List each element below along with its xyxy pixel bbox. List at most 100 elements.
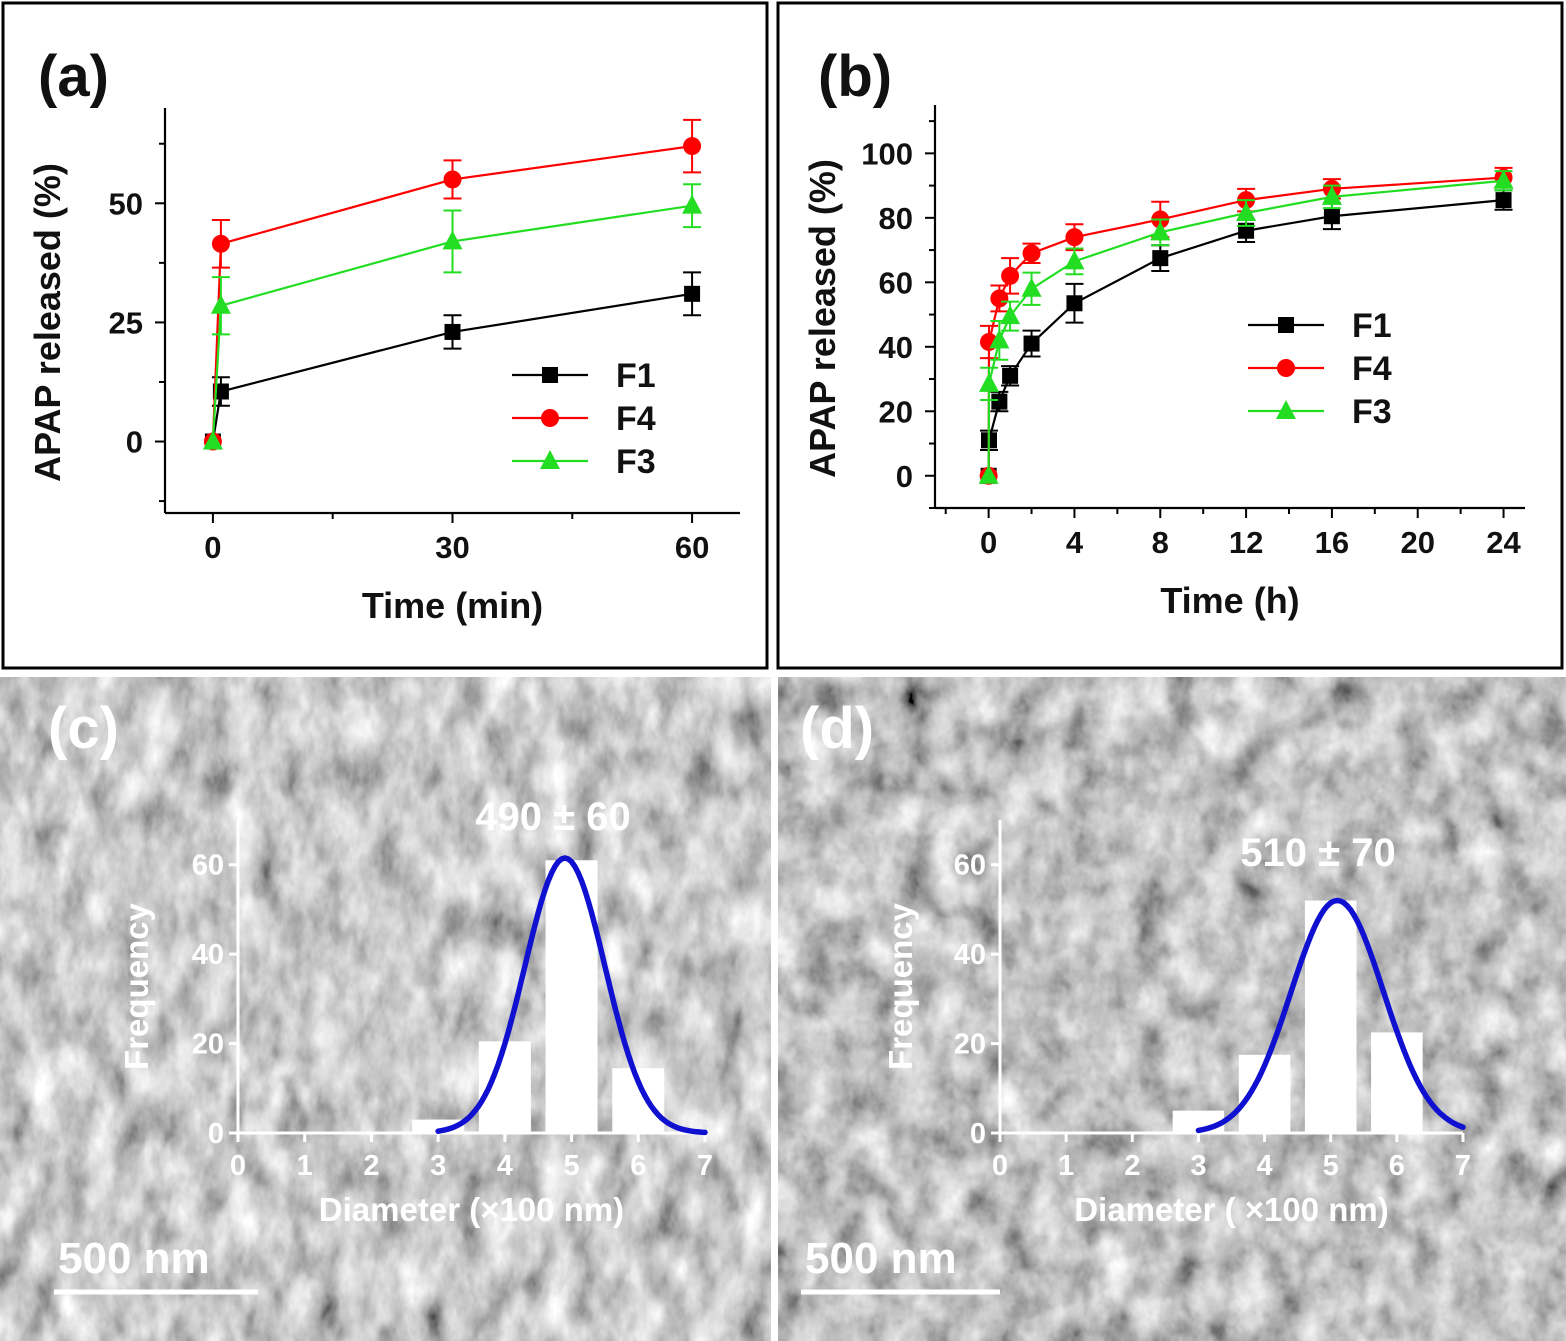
panel-b-y-tick-label: 60 — [879, 265, 913, 300]
panel-d-bar — [1371, 1032, 1423, 1133]
panel-b-point-F1 — [1152, 250, 1169, 267]
panel-b-label: (b) — [818, 44, 892, 109]
panel-c-y-tick-label: 20 — [192, 1029, 224, 1061]
panel-b-point-F3 — [978, 464, 999, 484]
panel-b-point-F3 — [989, 329, 1010, 349]
panel-a-frame — [1, 1, 769, 670]
panel-a-point-F1 — [684, 285, 701, 302]
panel-c-x-tick-label: 7 — [697, 1150, 713, 1182]
panel-d: (d) 0 1 2 3 4 5 6 7 0 20 40 60 Diameter ( ×100 nm) Fre… — [800, 696, 1471, 1295]
panel-a-point-F4 — [443, 170, 462, 189]
panel-b-x-tick-label: 4 — [1066, 525, 1084, 560]
panel-c-x-tick-label: 2 — [363, 1150, 379, 1182]
panel-d-y-tick-label: 0 — [970, 1118, 986, 1150]
panel-b-y-tick-label: 20 — [879, 394, 913, 429]
panel-a-y-tick-label: 25 — [109, 305, 143, 340]
panel-b-point-F1 — [1323, 208, 1340, 225]
panel-b-point-F3 — [1000, 305, 1021, 325]
panel-a-legend-label-F3: F3 — [616, 443, 656, 481]
panel-b: (b) 0 4 8 12 16 20 24 0 20 40 60 80 100 Time (h) APAP r… — [802, 44, 1525, 621]
panel-d-x-tick-label: 3 — [1190, 1150, 1206, 1182]
panel-d-gaussian-fit-curve — [1195, 897, 1466, 1134]
panel-b-point-F3 — [1064, 250, 1085, 270]
panel-b-point-F3 — [1150, 221, 1171, 241]
panel-a-point-F4 — [683, 137, 702, 156]
panel-c-y-tick-label: 60 — [192, 850, 224, 882]
panel-b-point-F1 — [991, 393, 1008, 410]
panel-b-legend-label-F3: F3 — [1352, 393, 1392, 431]
panel-b-point-F3 — [1321, 185, 1342, 205]
panel-b-y-tick-label: 100 — [861, 136, 913, 171]
panel-b-x-tick-label: 0 — [980, 525, 997, 560]
panel-a-legend-marker-F4 — [541, 409, 559, 427]
panel-c-gaussian-fit-curve — [435, 855, 708, 1136]
panel-c: (c) 0 1 2 3 4 5 6 7 0 20 40 60 Diameter (×100 nm) Freq… — [48, 696, 713, 1295]
panel-c-x-tick-label: 3 — [430, 1150, 446, 1182]
panel-a-series-line-F1 — [211, 292, 693, 442]
panel-d-x-tick-label: 6 — [1389, 1150, 1405, 1182]
panel-a-series-line-F3 — [211, 204, 693, 442]
panel-d-scale-bar-label: 500 nm — [805, 1234, 957, 1283]
panel-b-legend-label-F1: F1 — [1352, 307, 1392, 345]
panel-a-point-F3 — [210, 294, 231, 314]
panel-b-point-F1 — [1023, 335, 1040, 352]
panel-a-legend-label-F1: F1 — [616, 357, 656, 395]
panel-d-label: (d) — [800, 696, 874, 761]
panel-b-point-F1 — [1066, 295, 1083, 312]
panel-d-y-tick-label: 20 — [954, 1029, 986, 1061]
panel-d-y-tick-label: 60 — [954, 850, 986, 882]
panel-c-x-tick-label: 6 — [630, 1150, 646, 1182]
panel-a-x-tick-label: 60 — [675, 530, 709, 565]
panel-b-y-tick-label: 40 — [879, 330, 913, 365]
panel-d-x-tick-label: 7 — [1455, 1150, 1471, 1182]
panel-a-legend-marker-F1 — [542, 367, 558, 383]
panel-a: (a) 0 30 60 0 25 50 Time (min) APAP released (%)… — [27, 44, 740, 626]
panel-b-y-axis-label: APAP released (%) — [802, 159, 843, 478]
panel-b-legend-marker-F3 — [1276, 400, 1296, 419]
panel-b-x-tick-label: 16 — [1315, 525, 1349, 560]
panel-a-x-tick-label: 30 — [435, 530, 469, 565]
panel-a-y-tick-label: 0 — [126, 425, 143, 460]
panel-d-y-axis-label: Frequency — [882, 902, 919, 1070]
panel-c-x-tick-label: 4 — [497, 1150, 513, 1182]
panel-b-point-F4 — [1065, 228, 1084, 247]
panel-b-y-tick-label: 0 — [896, 459, 913, 494]
panel-b-point-F3 — [1021, 277, 1042, 297]
panel-a-legend-marker-F3 — [540, 450, 560, 469]
panel-a-legend-label-F4: F4 — [616, 400, 656, 438]
panel-b-x-tick-label: 24 — [1486, 525, 1521, 560]
panel-a-point-F4 — [211, 234, 230, 253]
panel-b-x-tick-label: 12 — [1229, 525, 1263, 560]
panel-d-x-tick-label: 5 — [1323, 1150, 1339, 1182]
panel-a-y-tick-label: 50 — [109, 186, 143, 221]
panel-b-legend-label-F4: F4 — [1352, 350, 1392, 388]
panel-a-point-F3 — [202, 430, 223, 450]
panel-d-x-tick-label: 1 — [1058, 1150, 1074, 1182]
panel-a-point-F1 — [444, 323, 461, 340]
panel-a-label: (a) — [38, 44, 109, 109]
panel-d-x-tick-label: 0 — [992, 1150, 1008, 1182]
panel-c-x-axis-label: Diameter (×100 nm) — [319, 1191, 624, 1228]
panel-b-x-tick-label: 20 — [1400, 525, 1434, 560]
panel-b-series-line-F1 — [987, 199, 1504, 476]
panel-b-y-tick-label: 80 — [879, 201, 913, 236]
panel-a-x-axis-label: Time (min) — [362, 585, 543, 626]
panel-b-point-F4 — [1001, 266, 1020, 285]
panel-b-point-F1 — [1495, 192, 1512, 209]
panel-d-x-tick-label: 4 — [1257, 1150, 1273, 1182]
panel-b-point-F3 — [1493, 169, 1514, 189]
panel-d-x-tick-label: 2 — [1124, 1150, 1140, 1182]
panel-a-x-tick-label: 0 — [204, 530, 221, 565]
panel-b-x-axis-label: Time (h) — [1160, 580, 1299, 621]
panel-b-series-line-F3 — [987, 179, 1504, 476]
panel-b-point-F4 — [990, 289, 1009, 308]
panel-d-x-axis-label: Diameter ( ×100 nm) — [1074, 1191, 1389, 1228]
panel-a-y-axis-label: APAP released (%) — [27, 163, 68, 482]
panel-c-scale-bar-label: 500 nm — [58, 1234, 210, 1283]
panel-b-x-tick-label: 8 — [1152, 525, 1169, 560]
panel-b-point-F1 — [1002, 367, 1019, 384]
panel-d-bar — [1304, 900, 1357, 1133]
panel-c-annotation: 490 ± 60 — [475, 795, 630, 839]
panel-d-y-tick-label: 40 — [954, 939, 986, 971]
